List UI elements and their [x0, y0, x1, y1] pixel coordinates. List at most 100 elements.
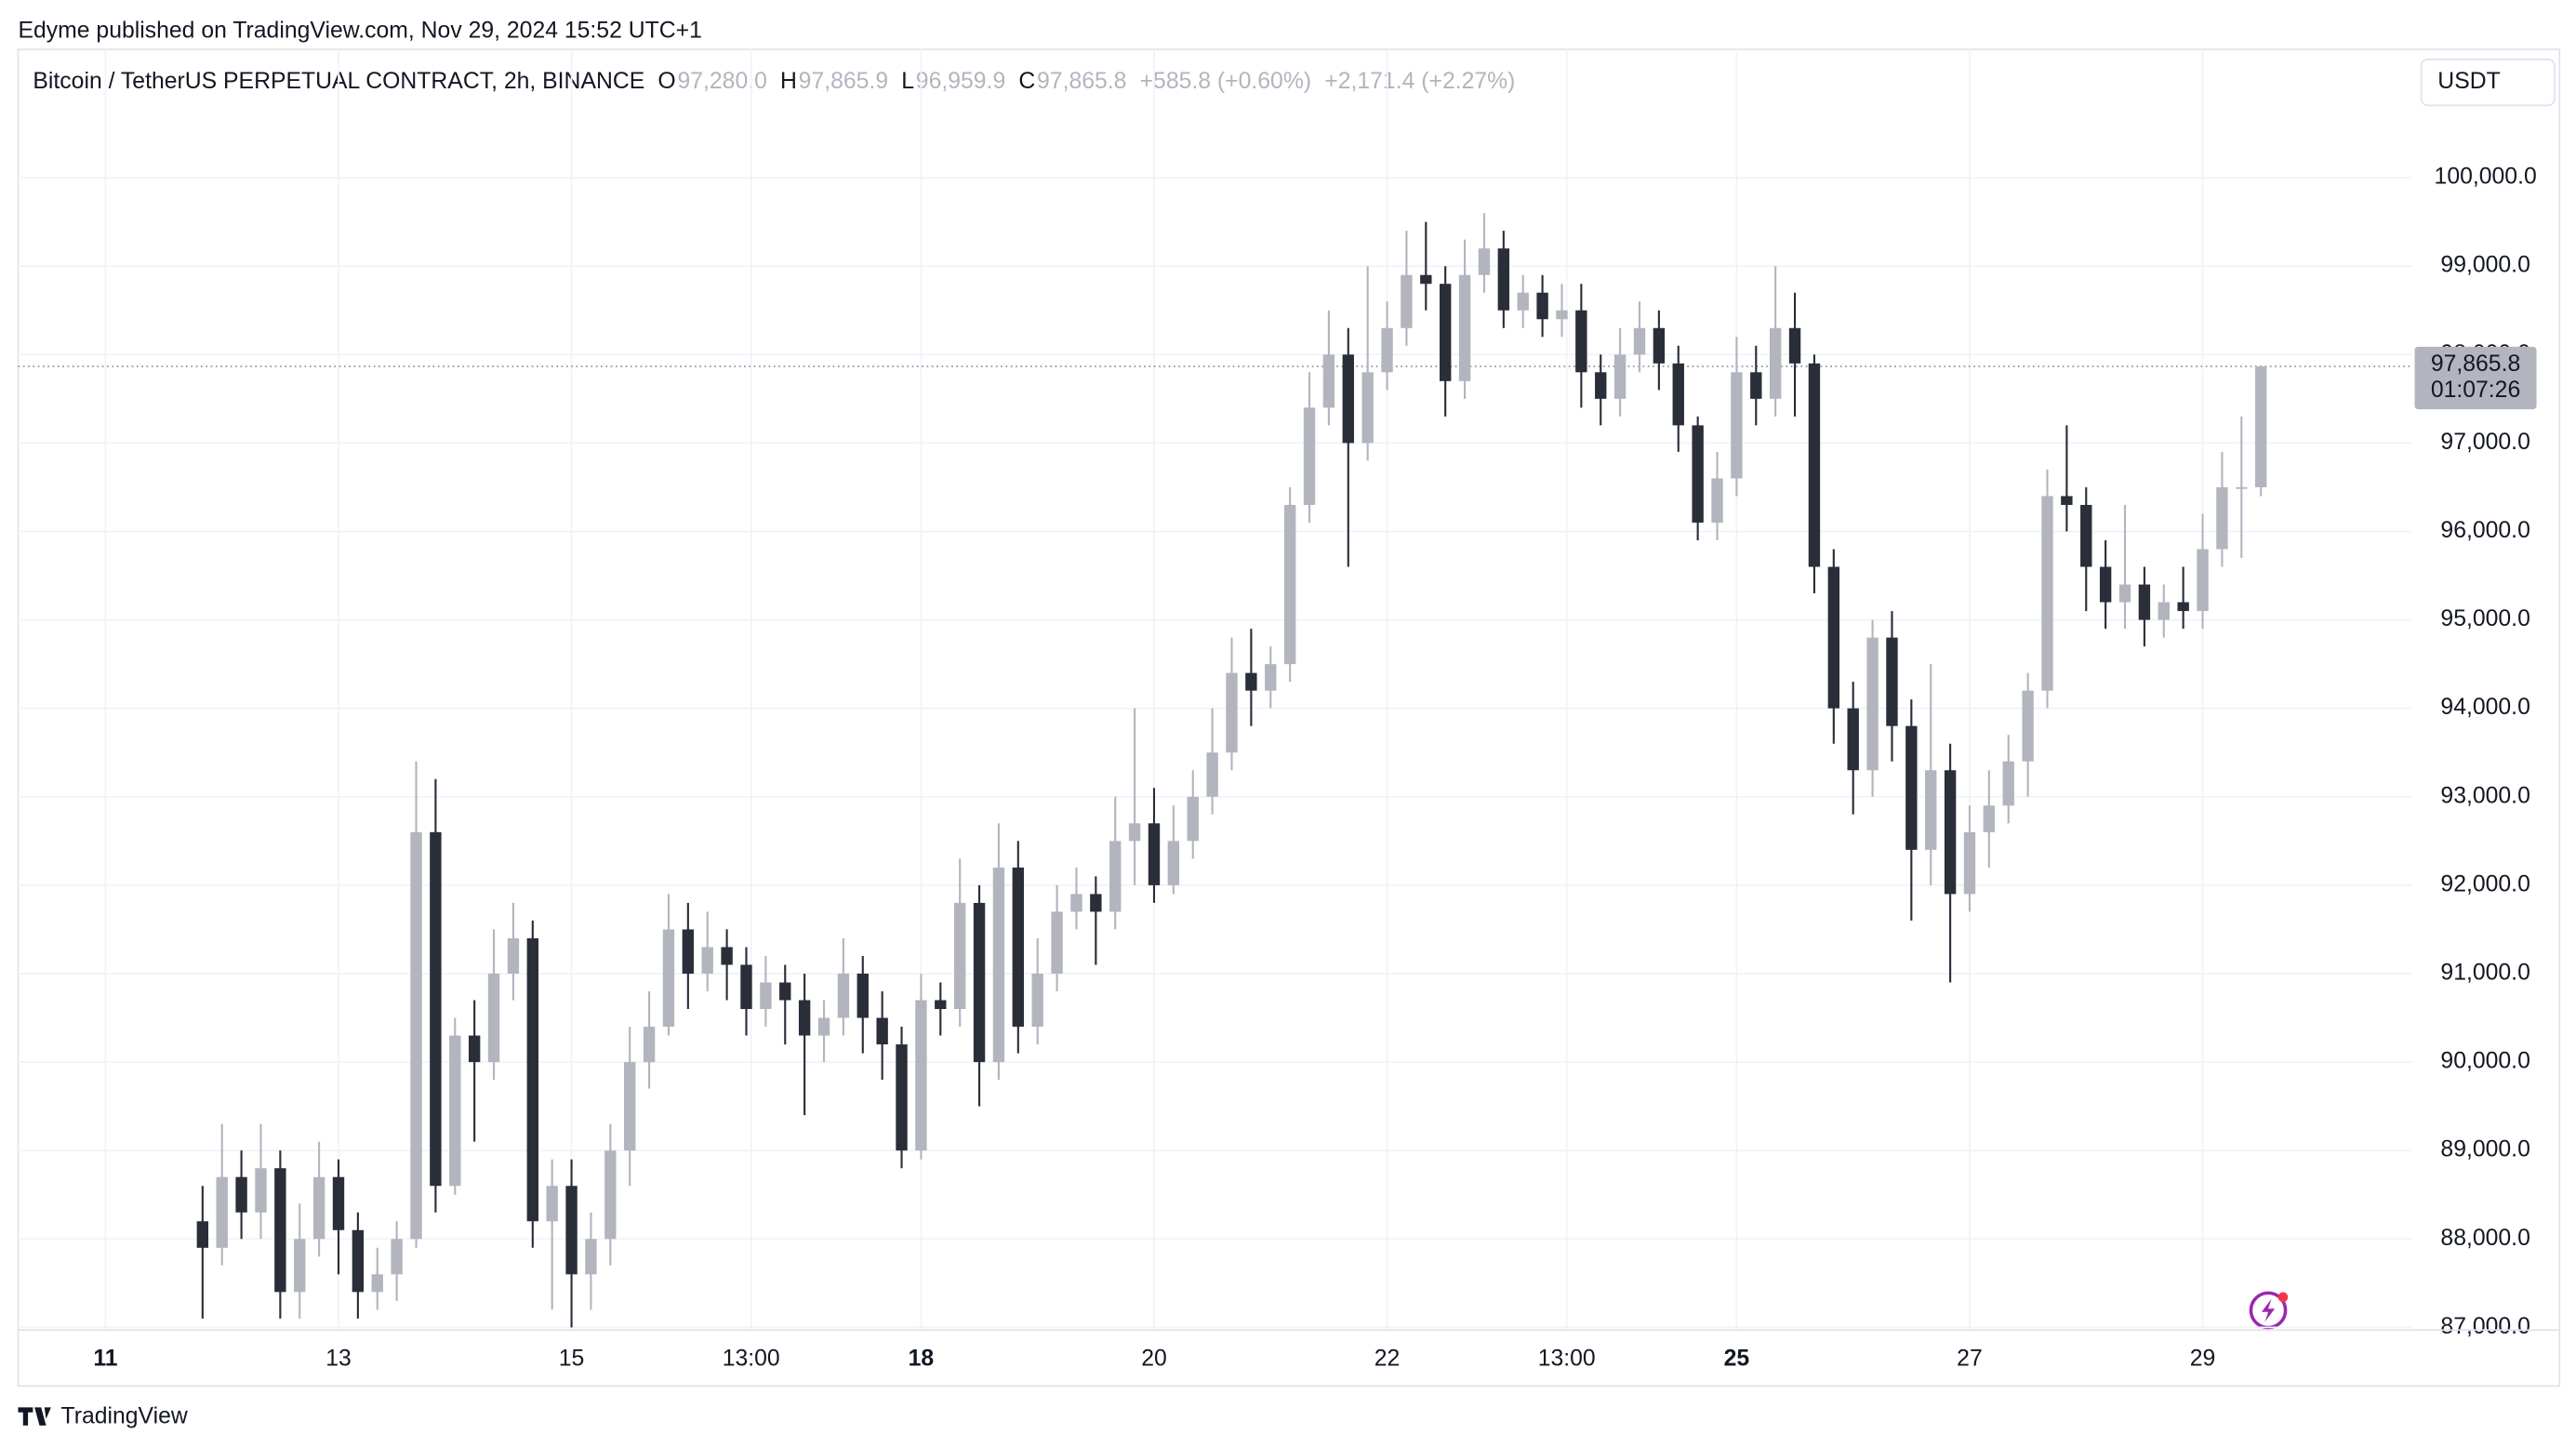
- x-tick-label: 22: [1374, 1347, 1401, 1372]
- candle-body: [1070, 894, 1082, 912]
- alert-bolt[interactable]: [2261, 1298, 2276, 1322]
- candle-body: [2118, 584, 2131, 603]
- candle-body: [682, 929, 695, 974]
- candle-body: [740, 964, 752, 1010]
- x-tick-label: 27: [1957, 1347, 1983, 1372]
- candle-body: [1478, 248, 1491, 275]
- publisher: Edyme published on TradingView.com, Nov …: [18, 18, 701, 43]
- frame: [17, 48, 2561, 1387]
- candle-body: [1866, 637, 1879, 771]
- candle-body: [1303, 407, 1316, 505]
- candle-body: [1401, 274, 1413, 328]
- candle-body: [2041, 496, 2053, 691]
- candle-body: [1283, 504, 1296, 665]
- ohlc-label: L: [901, 69, 914, 94]
- candle-body: [1905, 725, 1918, 850]
- last-price-label: 97,865.8: [2431, 352, 2520, 377]
- candle-body: [1847, 708, 1859, 771]
- candle-body: [1750, 372, 1762, 399]
- candle-body: [430, 831, 442, 1187]
- candle-body: [1788, 327, 1801, 364]
- logo: [18, 1407, 51, 1426]
- candle-body: [371, 1274, 383, 1293]
- candle-body: [1148, 823, 1161, 885]
- candle-body: [1653, 327, 1666, 364]
- candle-body: [2197, 549, 2209, 612]
- alert-dot[interactable]: [2277, 1292, 2289, 1303]
- x-tick-label: 13:00: [1538, 1347, 1596, 1372]
- candle-body: [935, 1000, 947, 1010]
- candle-body: [1983, 805, 1996, 832]
- candle-body: [604, 1150, 617, 1240]
- candle-body: [255, 1168, 267, 1213]
- candle-body: [953, 902, 966, 1010]
- candle-body: [585, 1239, 597, 1275]
- candle-body: [896, 1044, 908, 1151]
- candle-body: [624, 1062, 636, 1151]
- candle-body: [973, 902, 986, 1063]
- candle-body: [1595, 372, 1607, 399]
- candle-body: [2061, 496, 2073, 505]
- candle-body: [352, 1229, 365, 1293]
- candle-body: [1613, 354, 1627, 399]
- candle-body: [1672, 363, 1684, 426]
- x-tick-label: 13:00: [723, 1347, 780, 1372]
- candle-body: [1090, 894, 1102, 912]
- y-tick-label: 100,000.0: [2435, 165, 2537, 190]
- candle-body: [2177, 602, 2189, 612]
- candle-body: [701, 947, 713, 974]
- candle-body: [2022, 690, 2034, 762]
- x-tick-label: 18: [909, 1347, 935, 1372]
- x-tick-label: 15: [559, 1347, 585, 1372]
- candle-body: [1265, 664, 1277, 691]
- candle-body: [2002, 761, 2014, 806]
- candle-body: [2216, 486, 2228, 550]
- candle-body: [1808, 363, 1821, 567]
- candles: [196, 213, 2267, 1328]
- candle-body: [1517, 292, 1529, 311]
- candle-body: [779, 982, 791, 1001]
- candle-body: [1769, 327, 1782, 399]
- candle-body: [487, 973, 500, 1063]
- candle-body: [1925, 770, 1937, 850]
- candle-body: [2099, 566, 2112, 603]
- candle-body: [915, 1000, 927, 1151]
- x-tick-label: 29: [2190, 1347, 2216, 1372]
- candle-body: [2138, 584, 2151, 620]
- ohlc-label: O: [657, 69, 675, 94]
- ohlc-value: 96,959.9: [916, 69, 1005, 94]
- y-tick-label: 94,000.0: [2440, 695, 2530, 720]
- candle-body: [1439, 284, 1452, 381]
- candle-body: [1167, 841, 1180, 885]
- candle-body: [1051, 911, 1063, 974]
- candle-body: [1731, 372, 1743, 479]
- candle-body: [1031, 973, 1043, 1028]
- candle-body: [2236, 486, 2248, 489]
- x-tick-label: 25: [1724, 1347, 1750, 1372]
- currency-box[interactable]: [2420, 58, 2556, 107]
- ohlc-value: 97,280.0: [677, 69, 766, 94]
- candle-body: [1187, 796, 1199, 842]
- y-tick-label: 97,000.0: [2440, 430, 2530, 455]
- candle-body: [312, 1176, 325, 1240]
- candle-body: [294, 1239, 306, 1293]
- candle-body: [1575, 310, 1587, 373]
- candle-body: [1536, 292, 1548, 320]
- currency[interactable]: USDT: [2437, 69, 2500, 94]
- candle-body: [2080, 504, 2092, 567]
- logo-icon: [18, 1407, 51, 1426]
- candle-body: [1245, 672, 1257, 691]
- candle-body: [1827, 566, 1840, 709]
- candle-body: [798, 1000, 811, 1036]
- candle-body: [468, 1035, 481, 1063]
- candle-body: [274, 1168, 286, 1293]
- candle-body: [856, 973, 869, 1018]
- candle-body: [1012, 867, 1025, 1028]
- ohlc-label: C: [1018, 69, 1035, 94]
- y-tick-label: 99,000.0: [2440, 253, 2530, 278]
- candle-body: [1206, 752, 1218, 797]
- y-tick-label: 95,000.0: [2440, 606, 2530, 631]
- candle-body: [1128, 823, 1141, 842]
- candle-body: [1322, 354, 1335, 408]
